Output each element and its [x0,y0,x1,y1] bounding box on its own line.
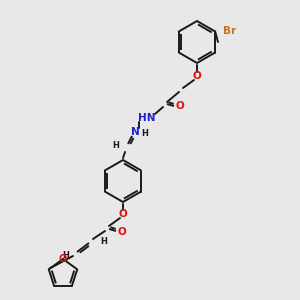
Text: H: H [62,250,69,260]
Text: H: H [100,238,107,247]
Text: O: O [193,71,201,81]
Text: O: O [176,101,184,111]
Text: O: O [59,254,67,264]
Text: HN: HN [138,113,156,123]
Text: Br: Br [223,26,236,35]
Text: O: O [118,227,126,237]
Text: H: H [112,142,119,151]
Text: N: N [130,127,140,137]
Text: O: O [118,209,127,219]
Text: H: H [141,128,148,137]
